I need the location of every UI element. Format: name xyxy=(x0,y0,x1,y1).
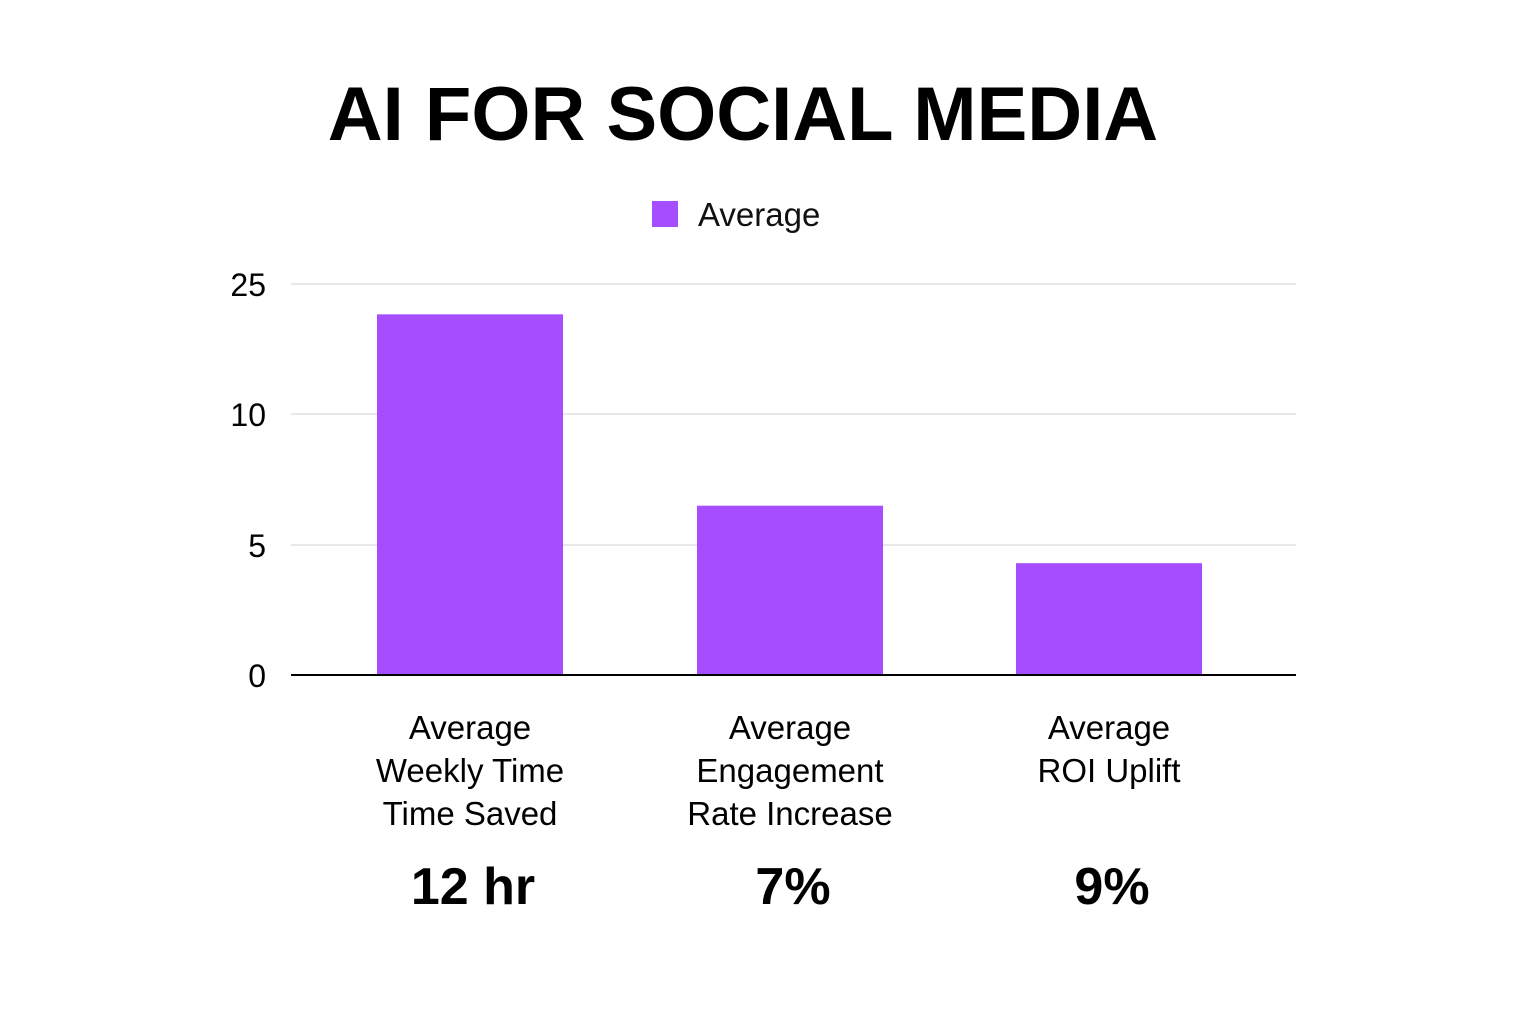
bar xyxy=(697,505,883,675)
category-label-line: Weekly Time xyxy=(376,752,564,789)
y-tick-label: 25 xyxy=(230,267,266,303)
legend-swatch xyxy=(652,201,678,227)
category-label: Average Engagement Rate Increase xyxy=(687,709,892,832)
y-tick-label: 0 xyxy=(248,658,266,694)
category-label: Average Weekly Time Time Saved xyxy=(376,709,564,832)
bar xyxy=(377,314,563,675)
value-label: 7% xyxy=(755,858,830,916)
value-labels: 12 hr 7% 9% xyxy=(411,858,1150,916)
value-label: 12 hr xyxy=(411,858,535,916)
category-label-line: Time Saved xyxy=(383,795,558,832)
category-label-line: Average xyxy=(409,709,531,746)
bar xyxy=(1016,563,1202,675)
category-label-line: Rate Increase xyxy=(687,795,892,832)
legend-label: Average xyxy=(698,196,820,233)
category-labels: Average Weekly Time Time Saved Average Engag… xyxy=(376,709,1181,832)
category-label: Average ROI Uplift xyxy=(1037,709,1180,789)
y-tick-label: 5 xyxy=(248,528,266,564)
category-label-line: Engagement xyxy=(696,752,883,789)
chart-title: AI FOR SOCIAL MEDIA xyxy=(328,72,1158,157)
legend: Average xyxy=(652,196,820,233)
value-label: 9% xyxy=(1074,858,1149,916)
y-tick-label: 10 xyxy=(230,397,266,433)
category-label-line: Average xyxy=(729,709,851,746)
category-label-line: ROI Uplift xyxy=(1037,752,1180,789)
bars xyxy=(377,314,1202,675)
y-axis-ticks: 25 10 5 0 xyxy=(230,267,266,694)
category-label-line: Average xyxy=(1048,709,1170,746)
